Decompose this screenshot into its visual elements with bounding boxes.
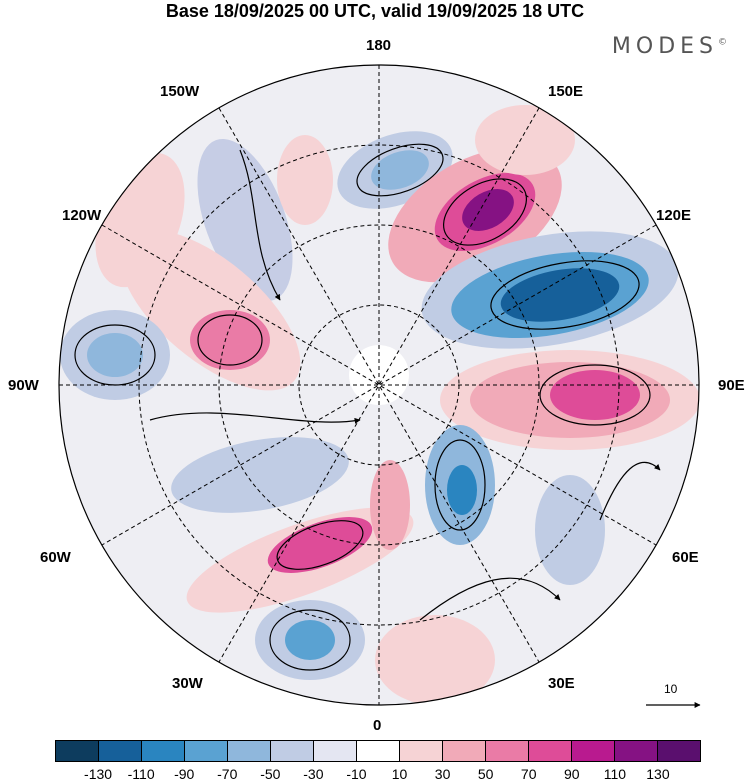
colorbar-tick-label: -70 — [217, 766, 238, 782]
colorbar-cell — [99, 741, 142, 761]
lon-label-60w: 60W — [40, 549, 71, 566]
modes-logo: MODES© — [612, 34, 732, 59]
colorbar-cell — [529, 741, 572, 761]
colorbar-tick-label: 90 — [564, 766, 580, 782]
wind-streamlines — [74, 143, 661, 671]
graticule — [59, 65, 699, 705]
colorbar-ticks: -130 -110 -90 -70 -50 -30 -10 10 30 50 70 90 110 130 — [0, 766, 750, 782]
lon-label-90w: 90W — [8, 377, 39, 394]
colorbar-tick-label: 110 — [603, 766, 627, 782]
colorbar-cell — [443, 741, 486, 761]
anomaly-field — [60, 105, 699, 705]
colorbar-cell — [56, 741, 99, 761]
colorbar-cell — [185, 741, 228, 761]
reference-vector-label: 10 — [664, 682, 678, 696]
colorbar-cell — [486, 741, 529, 761]
colorbar-cell — [228, 741, 271, 761]
logo-mark: © — [718, 37, 732, 48]
colorbar-tick-label: 10 — [391, 766, 408, 782]
colorbar-tick-label: -50 — [260, 766, 281, 782]
lon-label-150w: 150W — [160, 83, 200, 100]
lon-label-120e: 120E — [656, 207, 692, 224]
colorbar-cell — [572, 741, 615, 761]
lon-label-30w: 30W — [172, 675, 203, 692]
colorbar-tick-label: -10 — [346, 766, 367, 782]
colorbar-tick-label: -110 — [127, 766, 155, 782]
colorbar-tick-label: 30 — [434, 766, 451, 782]
colorbar-cell — [142, 741, 185, 761]
colorbar-cell — [615, 741, 658, 761]
lon-label-30e: 30E — [548, 675, 575, 692]
lon-label-120w: 120W — [62, 207, 102, 224]
colorbar-tick-label: 50 — [477, 766, 494, 782]
colorbar-cell — [271, 741, 314, 761]
colorbar — [55, 740, 701, 762]
lon-label-180: 180 — [366, 37, 392, 54]
map-title: Base 18/09/2025 00 UTC, valid 19/09/2025… — [165, 1, 585, 21]
colorbar-tick-label: -130 — [84, 766, 113, 782]
lon-label-90e: 90E — [718, 377, 745, 394]
colorbar-tick-label: 130 — [646, 766, 670, 782]
colorbar-tick-label: -90 — [174, 766, 195, 782]
colorbar-cell — [314, 741, 357, 761]
lon-label-150e: 150E — [548, 83, 584, 100]
colorbar-cell — [400, 741, 443, 761]
logo-text: MODES — [611, 34, 718, 59]
lon-label-60e: 60E — [672, 549, 699, 566]
lon-label-0: 0 — [373, 717, 382, 734]
map-border — [58, 64, 700, 706]
colorbar-tick-label: -30 — [303, 766, 324, 782]
colorbar-cell — [658, 741, 700, 761]
colorbar-cell — [357, 741, 400, 761]
colorbar-tick-label: 70 — [520, 766, 537, 782]
